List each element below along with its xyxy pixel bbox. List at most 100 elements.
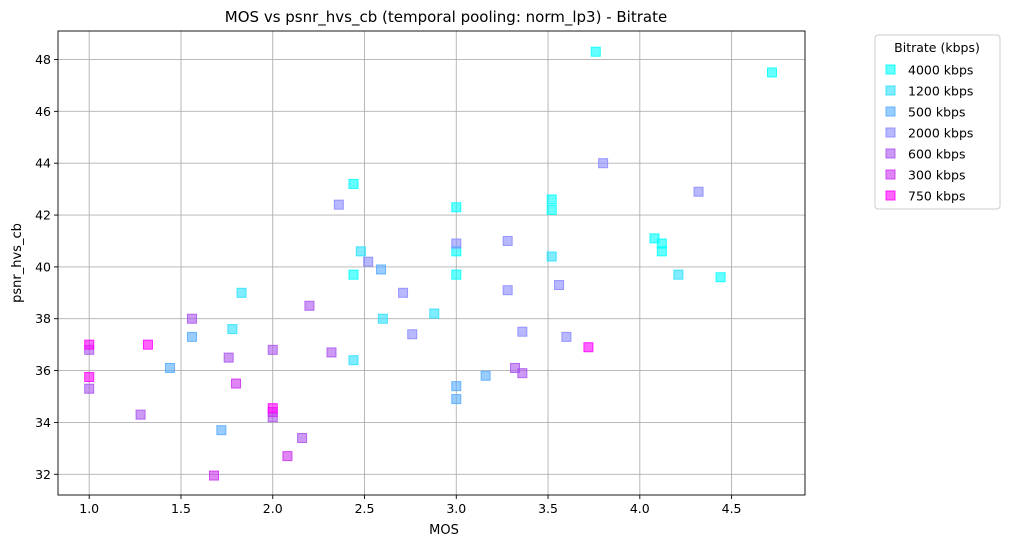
data-point bbox=[348, 178, 359, 189]
data-point bbox=[598, 158, 609, 169]
data-point bbox=[282, 451, 293, 462]
data-point bbox=[227, 324, 238, 335]
data-point bbox=[186, 313, 197, 324]
series-2000-kbps bbox=[333, 158, 704, 342]
data-point bbox=[142, 339, 153, 350]
y-tick-label: 36 bbox=[35, 363, 51, 378]
data-point bbox=[561, 331, 572, 342]
x-axis-label: MOS bbox=[429, 523, 459, 538]
data-point bbox=[304, 300, 315, 311]
data-point bbox=[673, 269, 684, 280]
data-point bbox=[715, 272, 726, 283]
data-point bbox=[209, 470, 220, 481]
data-point bbox=[84, 339, 95, 350]
data-point bbox=[546, 251, 557, 262]
data-point bbox=[502, 235, 513, 246]
legend-entry-label: 2000 kbps bbox=[908, 126, 973, 141]
data-point bbox=[546, 194, 557, 205]
series-4000-kbps bbox=[348, 46, 777, 283]
data-point bbox=[546, 204, 557, 215]
data-point bbox=[429, 308, 440, 319]
data-point bbox=[407, 329, 418, 340]
series-1200-kbps bbox=[227, 246, 684, 366]
legend-items: 4000 kbps 1200 kbps 500 kbps 2000 kbps 600 k… bbox=[885, 63, 973, 204]
data-point bbox=[297, 432, 308, 443]
data-points bbox=[84, 46, 777, 481]
legend: Bitrate (kbps) 4000 kbps 1200 kbps 500 kbp… bbox=[874, 34, 1001, 210]
data-point bbox=[236, 287, 247, 298]
data-point bbox=[84, 383, 95, 394]
data-point bbox=[376, 264, 387, 275]
data-point bbox=[693, 186, 704, 197]
data-point bbox=[326, 347, 337, 358]
data-point bbox=[223, 352, 234, 363]
data-point bbox=[583, 342, 594, 353]
legend-marker bbox=[885, 148, 896, 159]
legend-entry-label: 500 kbps bbox=[908, 105, 965, 120]
legend-entry-label: 4000 kbps bbox=[908, 63, 973, 78]
grid-lines bbox=[58, 31, 805, 495]
legend-entry-label: 750 kbps bbox=[908, 189, 965, 204]
series-500-kbps bbox=[164, 264, 491, 436]
legend-marker bbox=[885, 85, 896, 96]
data-point bbox=[502, 285, 513, 296]
data-point bbox=[377, 313, 388, 324]
x-tick-label: 2.5 bbox=[355, 501, 375, 516]
series-750-kbps bbox=[84, 339, 594, 414]
legend-title: Bitrate (kbps) bbox=[894, 40, 980, 55]
x-tick-label: 3.5 bbox=[538, 501, 558, 516]
x-tick-label: 4.5 bbox=[722, 501, 742, 516]
y-axis-label: psnr_hvs_cb bbox=[10, 223, 25, 303]
legend-marker bbox=[885, 169, 896, 180]
data-point bbox=[231, 378, 242, 389]
data-point bbox=[451, 394, 462, 405]
data-point bbox=[348, 355, 359, 366]
y-tick-label: 34 bbox=[35, 415, 51, 430]
x-tick-label: 4.0 bbox=[630, 501, 650, 516]
data-point bbox=[267, 403, 278, 414]
legend-entry-label: 600 kbps bbox=[908, 147, 965, 162]
legend-marker bbox=[885, 106, 896, 117]
legend-entry-label: 1200 kbps bbox=[908, 84, 973, 99]
data-point bbox=[510, 362, 521, 373]
data-point bbox=[766, 67, 777, 78]
y-tick-label: 42 bbox=[35, 208, 51, 223]
y-tick-label: 48 bbox=[35, 52, 51, 67]
data-point bbox=[348, 269, 359, 280]
y-tick-label: 40 bbox=[35, 259, 51, 274]
data-point bbox=[656, 246, 667, 257]
data-point bbox=[267, 344, 278, 355]
x-tick-label: 3.0 bbox=[446, 501, 466, 516]
x-tick-label: 1.0 bbox=[79, 501, 99, 516]
legend-box bbox=[874, 34, 1001, 210]
x-tick-label: 2.0 bbox=[263, 501, 283, 516]
y-tick-label: 44 bbox=[35, 156, 51, 171]
data-point bbox=[554, 280, 565, 291]
data-point bbox=[451, 269, 462, 280]
data-point bbox=[398, 287, 409, 298]
data-point bbox=[590, 46, 601, 57]
y-tick-label: 46 bbox=[35, 104, 51, 119]
y-tick-label: 38 bbox=[35, 311, 51, 326]
plot-area bbox=[58, 31, 805, 495]
legend-entry-label: 300 kbps bbox=[908, 168, 965, 183]
data-point bbox=[216, 425, 227, 436]
data-point bbox=[649, 233, 660, 244]
data-point bbox=[84, 372, 95, 383]
legend-marker bbox=[885, 64, 896, 75]
data-point bbox=[451, 202, 462, 213]
data-point bbox=[517, 326, 528, 337]
data-point bbox=[517, 368, 528, 379]
data-point bbox=[451, 238, 462, 249]
data-point bbox=[480, 370, 491, 381]
legend-marker bbox=[885, 190, 896, 201]
data-point bbox=[135, 409, 146, 420]
data-point bbox=[363, 256, 374, 267]
y-tick-label: 32 bbox=[35, 467, 51, 482]
data-point bbox=[333, 199, 344, 210]
data-point bbox=[186, 331, 197, 342]
data-point bbox=[451, 381, 462, 392]
plot-frame bbox=[57, 30, 806, 496]
x-tick-label: 1.5 bbox=[171, 501, 191, 516]
